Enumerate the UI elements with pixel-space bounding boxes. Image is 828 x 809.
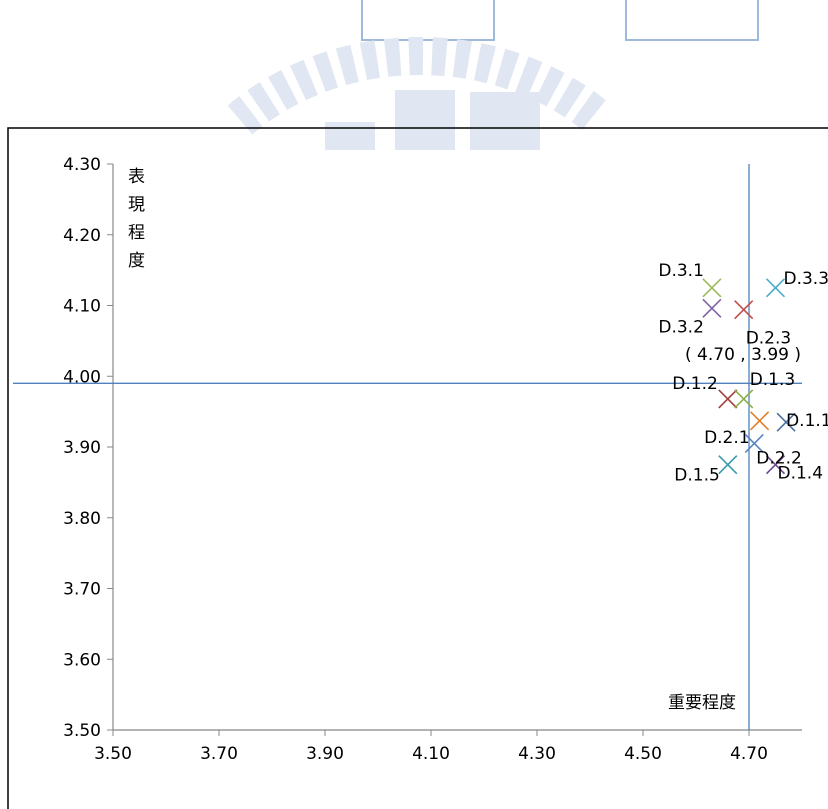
point-marker-d-1-3 <box>734 389 754 409</box>
x-tick-label: 3.50 <box>94 744 132 764</box>
y-tick-label: 3.60 <box>63 650 101 670</box>
chart-frame <box>7 127 828 809</box>
x-tick-label: 4.50 <box>624 744 662 764</box>
tick-labels: 4.30 4.20 4.10 4.00 3.90 3.80 3.70 3.60 3.50 3.50… <box>63 155 768 764</box>
y-axis-label: 表現程度 <box>128 167 145 271</box>
point-label: D.1.5 <box>674 466 720 486</box>
point-label: D.2.1 <box>704 428 750 448</box>
point-marker-d-1-2 <box>718 389 738 409</box>
point-marker-d-3-1 <box>702 278 722 298</box>
x-tick-label: 4.30 <box>518 744 556 764</box>
point-marker-d-3-2 <box>702 298 722 318</box>
point-label: D.2.3 <box>746 329 792 349</box>
point-label: D.1.1 <box>786 411 828 431</box>
x-tick-label: 3.70 <box>200 744 238 764</box>
y-tick-label: 3.70 <box>63 580 101 600</box>
point-label: D.3.3 <box>784 269 828 289</box>
watermark-logo <box>227 0 759 150</box>
y-tick-label: 4.20 <box>63 226 101 246</box>
y-tick-label: 3.80 <box>63 509 101 529</box>
point-marker-d-2-2 <box>744 433 764 454</box>
y-tick-label: 3.50 <box>63 721 101 741</box>
data-points: D.1.1 D.1.2 D.1.3 D.1.4 D.1.5 D.2.1 D.2.2 D.2.3… <box>658 261 828 486</box>
point-marker-d-2-1 <box>750 411 770 431</box>
x-tick-label: 3.90 <box>306 744 344 764</box>
y-tick-label: 3.90 <box>63 438 101 458</box>
point-marker-d-1-5 <box>718 455 738 475</box>
point-marker-d-2-3 <box>734 300 754 320</box>
y-tick-label: 4.30 <box>63 155 101 175</box>
point-marker-d-1-1 <box>776 412 796 432</box>
y-tick-label: 4.00 <box>63 367 101 387</box>
point-label: D.3.1 <box>658 261 704 281</box>
point-label: D.3.2 <box>658 317 704 337</box>
point-label: D.1.2 <box>672 374 718 394</box>
x-tick-label: 4.10 <box>412 744 450 764</box>
axes <box>107 163 802 736</box>
reference-lines <box>13 164 802 730</box>
point-marker-d-3-3 <box>765 278 786 298</box>
x-axis-label: 重要程度 <box>668 693 736 713</box>
point-label: D.2.2 <box>756 448 802 468</box>
point-label: D.1.3 <box>750 370 796 390</box>
y-tick-label: 4.10 <box>63 297 101 317</box>
point-marker-d-1-4 <box>765 455 786 475</box>
mean-point-label: ( 4.70 , 3.99 ) <box>685 345 801 365</box>
x-tick-label: 4.70 <box>730 744 768 764</box>
point-label: D.1.4 <box>778 464 824 484</box>
